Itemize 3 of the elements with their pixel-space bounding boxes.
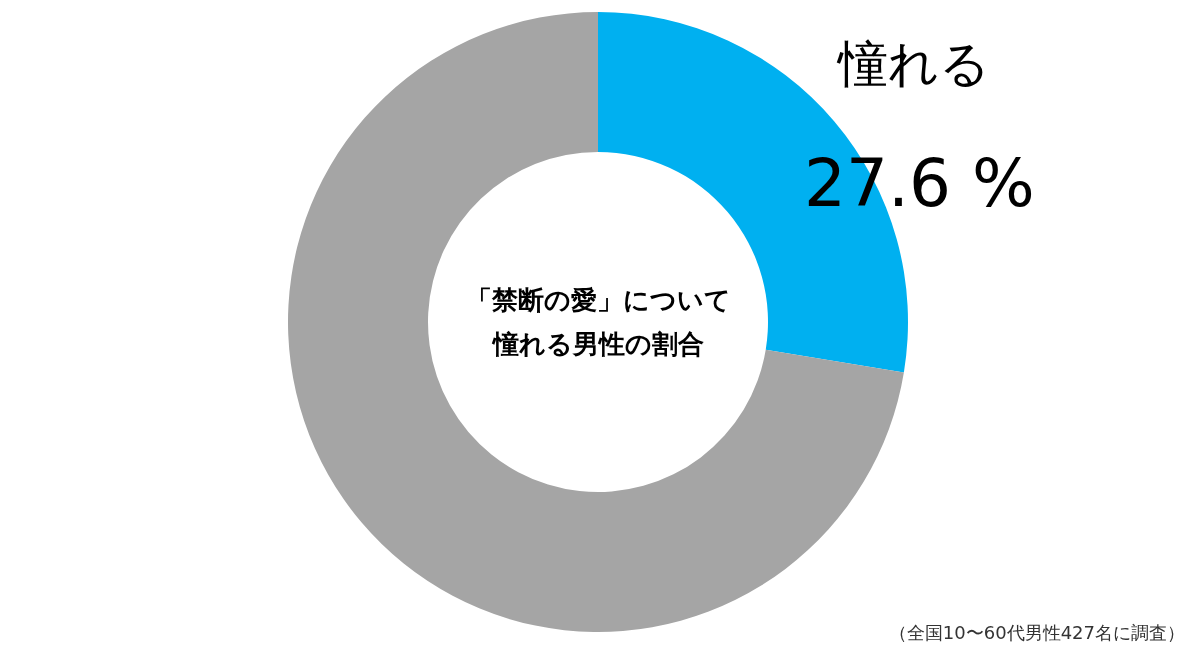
slice-label: 憧れる — [836, 35, 991, 94]
text: （全国10〜60代男性427名に調査） — [888, 622, 1185, 643]
text: 「禁断の愛」について憧れる男性の割合 — [465, 285, 731, 359]
